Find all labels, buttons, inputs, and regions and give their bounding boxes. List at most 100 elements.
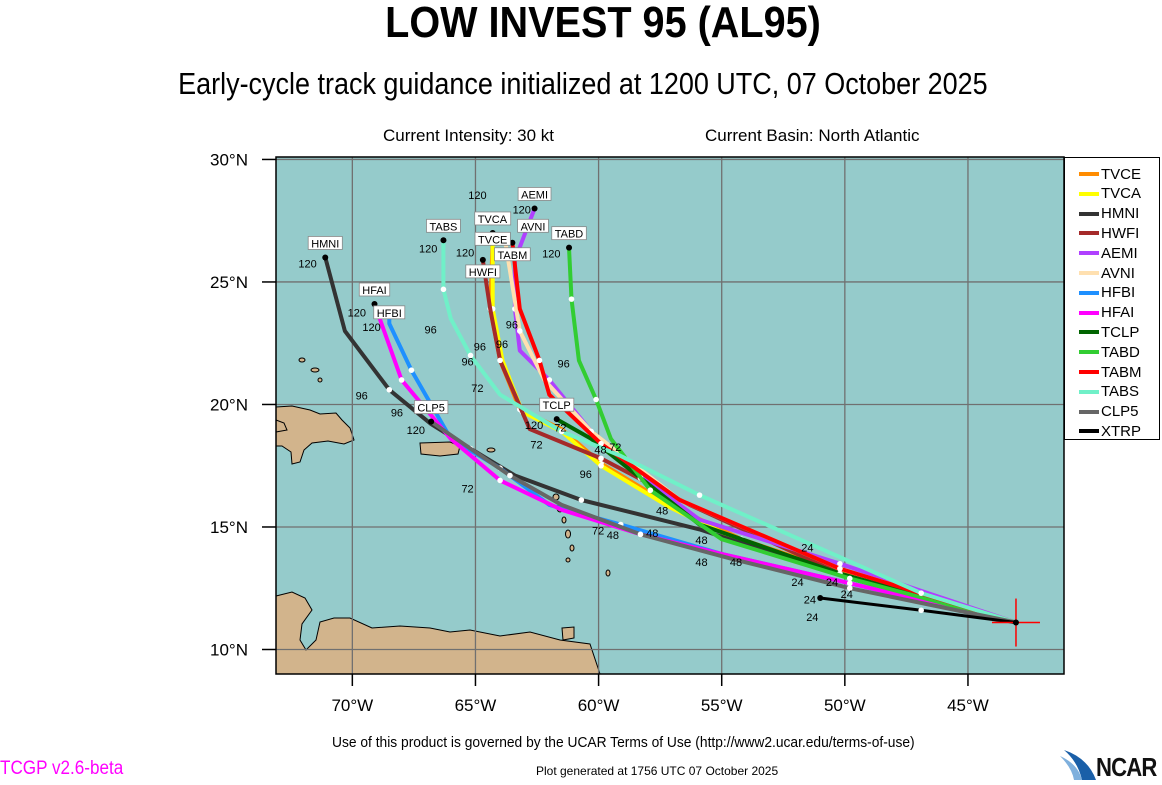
hour-label: 48 xyxy=(695,557,707,569)
track-point-12h xyxy=(507,472,513,479)
track-point-12h xyxy=(647,487,654,494)
track-hfai xyxy=(372,303,1017,625)
x-tick-label: 50°W xyxy=(824,696,866,715)
island xyxy=(605,569,611,577)
hour-label: 120 xyxy=(513,204,531,216)
track-point-12h xyxy=(837,565,843,572)
hour-label: 72 xyxy=(554,422,566,434)
legend-item-tvca: TVCA xyxy=(1079,184,1141,204)
legend-item-avni: AVNI xyxy=(1079,263,1135,283)
hour-label: 72 xyxy=(471,383,483,395)
y-tick-label: 10°N xyxy=(210,640,248,659)
end-label-tabs: TABS xyxy=(429,221,457,233)
island xyxy=(486,447,496,453)
legend-item-tabd: TABD xyxy=(1079,342,1140,362)
y-tick-label: 25°N xyxy=(210,273,248,292)
legend-item-clp5: CLP5 xyxy=(1079,402,1139,422)
hour-label: 48 xyxy=(730,557,742,569)
legend-label: TVCA xyxy=(1101,185,1142,203)
hour-label: 96 xyxy=(474,342,486,354)
legend: TVCE TVCA HMNI HWFI AEMI AVNI HFBI HFAI TCLP TABD… xyxy=(1064,157,1160,440)
end-label-tvca: TVCA xyxy=(478,214,508,226)
ncar-logo: NCAR xyxy=(1058,748,1162,782)
track-point-12h xyxy=(497,477,503,484)
legend-item-hfbi: HFBI xyxy=(1079,283,1135,303)
legend-swatch xyxy=(1079,231,1099,236)
legend-item-tabm: TABM xyxy=(1079,362,1142,382)
legend-label: AVNI xyxy=(1101,264,1135,282)
track-point-12h xyxy=(846,580,853,587)
end-label-hfbi: HFBI xyxy=(377,308,402,320)
end-label-hmni: HMNI xyxy=(311,238,339,250)
island xyxy=(298,357,306,363)
track-point-12h xyxy=(846,585,853,592)
hour-label: 48 xyxy=(656,506,668,518)
track-point-12h xyxy=(536,357,543,364)
legend-swatch xyxy=(1079,409,1099,414)
track-point-12h xyxy=(440,286,447,293)
track-end-point xyxy=(817,595,824,602)
track-point-12h xyxy=(386,386,393,393)
legend-swatch xyxy=(1079,310,1099,315)
land xyxy=(275,357,611,675)
hour-label: 96 xyxy=(496,339,508,351)
track-point-12h xyxy=(637,531,644,538)
end-label-box xyxy=(474,231,511,246)
legend-label: XTRP xyxy=(1101,422,1142,440)
hour-label: 96 xyxy=(356,391,368,403)
track-point-12h xyxy=(578,497,585,503)
hour-label: 72 xyxy=(609,442,621,454)
track-point-12h xyxy=(408,367,415,373)
legend-item-tabs: TABS xyxy=(1079,382,1139,402)
track-end-point xyxy=(440,237,447,244)
track-point-12h xyxy=(497,357,503,364)
legend-label: TVCE xyxy=(1101,165,1142,183)
track-end-point xyxy=(566,244,573,251)
initial-position-marker xyxy=(991,598,1040,647)
end-label-box xyxy=(494,247,531,262)
end-label-avni: AVNI xyxy=(521,221,546,233)
legend-item-hfai: HFAI xyxy=(1079,303,1134,323)
hour-label: 120 xyxy=(362,322,380,334)
initial-position-dot xyxy=(1012,619,1019,626)
hour-label: 72 xyxy=(461,484,473,496)
track-end-point xyxy=(479,256,486,263)
legend-swatch xyxy=(1079,429,1099,434)
hour-label: 120 xyxy=(419,244,437,256)
track-end-point xyxy=(531,205,538,212)
island xyxy=(561,516,567,524)
y-tick-label: 20°N xyxy=(210,395,248,414)
end-label-tclp: TCLP xyxy=(543,400,571,412)
legend-label: TABD xyxy=(1101,343,1140,361)
track-point-12h xyxy=(918,607,924,614)
legend-item-hwfi: HWFI xyxy=(1079,223,1139,243)
end-label-box xyxy=(517,218,549,233)
x-tick-label: 60°W xyxy=(578,696,620,715)
track-point-12h xyxy=(918,590,924,596)
page-subtitle: Early-cycle track guidance initialized a… xyxy=(178,66,988,101)
legend-label: CLP5 xyxy=(1101,403,1139,421)
page-title: LOW INVEST 95 (AL95) xyxy=(385,0,821,47)
legend-item-xtrp: XTRP xyxy=(1079,421,1141,441)
island xyxy=(310,367,320,373)
hour-label: 72 xyxy=(530,440,542,452)
terms-of-use: Use of this product is governed by the U… xyxy=(332,734,915,751)
track-point-12h xyxy=(837,560,843,567)
end-label-box xyxy=(517,187,552,201)
end-label-tabm: TABM xyxy=(498,250,528,262)
legend-label: TABS xyxy=(1101,383,1140,401)
track-end-point xyxy=(553,416,560,423)
x-tick-label: 65°W xyxy=(455,696,497,715)
end-label-box xyxy=(474,211,512,226)
hour-label: 120 xyxy=(456,248,474,260)
model-end-labels: AEMI TVCA TVCE AVNI TABS TABM TABD HMNI HWFI HFAI… xyxy=(307,187,587,415)
x-tick-label: 55°W xyxy=(701,696,743,715)
end-label-box xyxy=(373,305,406,320)
island xyxy=(565,529,571,539)
y-tick-label: 15°N xyxy=(210,518,248,537)
island xyxy=(565,557,571,563)
track-end-point xyxy=(428,418,435,425)
legend-item-aemi: AEMI xyxy=(1079,243,1138,263)
